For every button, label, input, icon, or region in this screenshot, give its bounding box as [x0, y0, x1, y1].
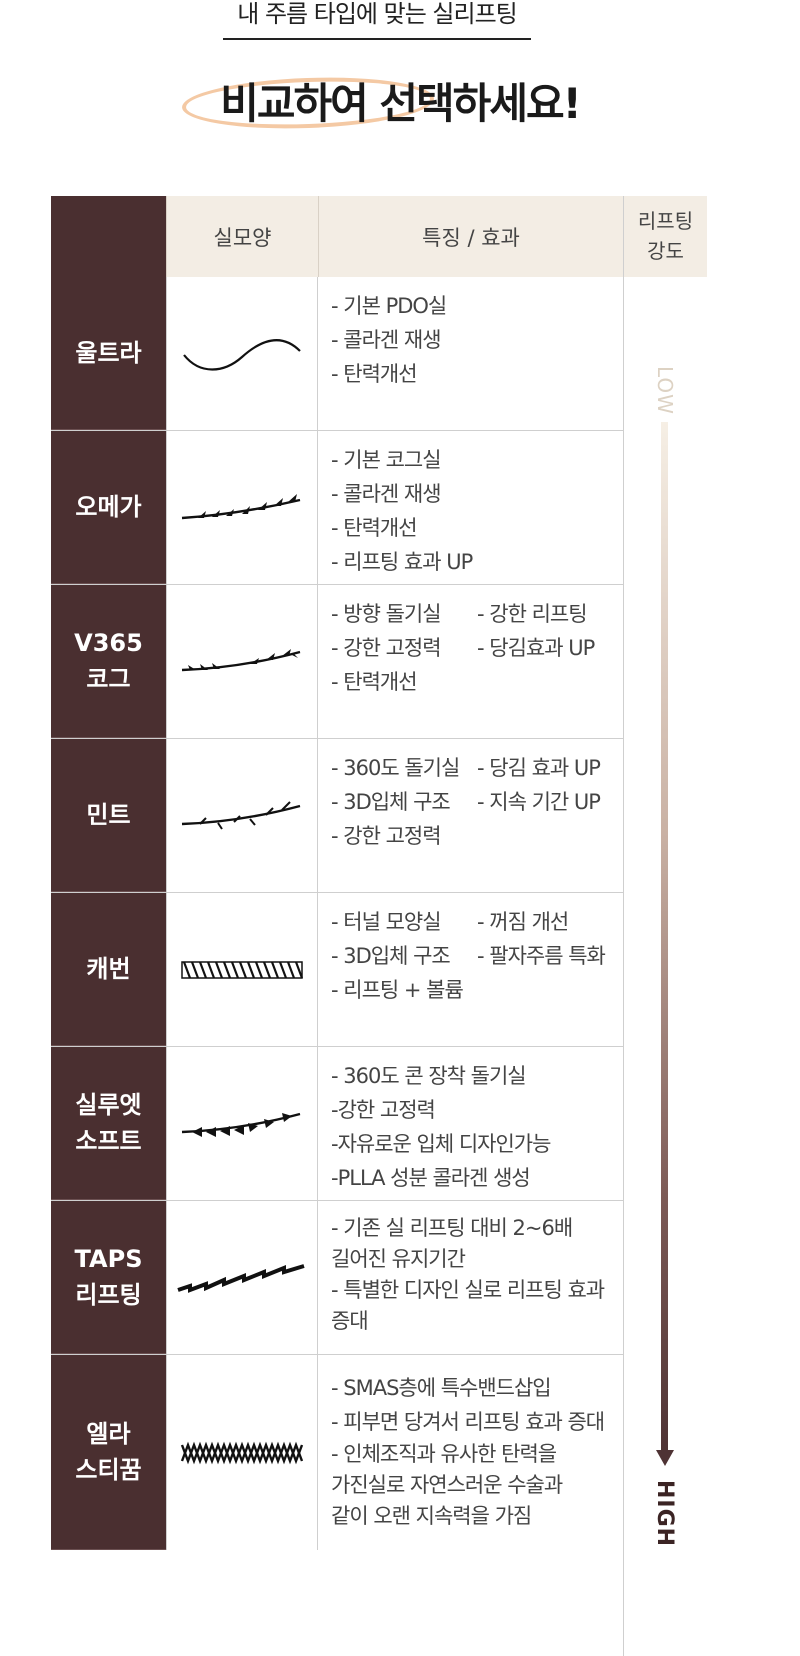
feature-list: - 기존 실 리프팅 대비 2~6배 길어진 유지기간 - 특별한 디자인 실로… [319, 1201, 623, 1354]
intensity-column: 리프팅 강도 LOW HIGH [623, 196, 707, 1656]
feature-item: - 콜라겐 재생 [331, 482, 442, 506]
thread-shape-cell [166, 431, 318, 584]
table-row: 캐번 - 터널 모양실 - 꺼짐 개선 - 3D입체 구조 - 팔자주름 특화 [51, 893, 623, 1047]
thread-shape-cell [166, 1201, 318, 1354]
table-row: 엘라 스티꿈 - SMAS층에 특수밴드삽입 - 피부면 당겨서 리프팅 효과 … [51, 1355, 623, 1550]
feature-item: - 360도 돌기실 [331, 756, 460, 780]
header-features: 특징 / 효과 [318, 196, 623, 277]
intensity-header: 리프팅 강도 [624, 196, 707, 277]
thread-shape-cell [166, 1355, 318, 1550]
feature-list: - 방향 돌기실 - 강한 리프팅 - 강한 고정력 - 당김효과 UP - 탄… [319, 585, 623, 738]
feature-item: - 탄력개선 [331, 516, 418, 540]
feature-item: - 탄력개선 [331, 670, 418, 694]
thread-shape-cell [166, 1047, 318, 1200]
feature-item: - 탄력개선 [331, 362, 418, 386]
feature-item: - 방향 돌기실 [331, 602, 442, 626]
thread-shape-cell [166, 277, 318, 430]
elastic-coil-thread-icon [180, 1441, 304, 1464]
table-row: 실루엣 소프트 - 360도 콘 장착 돌기실 -강한 고정력 -자유로운 입체… [51, 1047, 623, 1201]
thread-name: 오메가 [51, 431, 166, 584]
intensity-gradient-bar [661, 422, 668, 1452]
table-row: 오메가 - 기본 코그실 - 콜라겐 재생 - 탄력개선 - 리프팅 효과 UP [51, 431, 623, 585]
thread-name: 엘라 스티꿈 [51, 1355, 166, 1550]
feature-item: - 피부면 당겨서 리프팅 효과 증대 [331, 1410, 605, 1434]
feature-item: - 콜라겐 재생 [331, 328, 442, 352]
table-row: 울트라 - 기본 PDO실 - 콜라겐 재생 - 탄력개선 [51, 277, 623, 431]
feature-pair: - 3D입체 구조 - 팔자주름 특화 [331, 939, 623, 973]
feature-item: - 리프팅 효과 UP [331, 550, 473, 574]
header-name-cell [51, 196, 166, 277]
feature-item: - 당김효과 UP [477, 636, 595, 660]
barbed-curve-thread-icon [181, 493, 301, 519]
feature-item: - 지속 기간 UP [477, 790, 601, 814]
feature-item: - 특별한 디자인 실로 리프팅 효과 증대 [331, 1278, 605, 1333]
thread-shape-cell [166, 739, 318, 892]
feature-pair: - 터널 모양실 - 꺼짐 개선 [331, 905, 623, 939]
feature-item: - 기존 실 리프팅 대비 2~6배 길어진 유지기간 [331, 1216, 573, 1271]
feature-item: - 당김 효과 UP [477, 756, 601, 780]
thread-name: 실루엣 소프트 [51, 1047, 166, 1200]
feature-item: -PLLA 성분 콜라겐 생성 [331, 1166, 531, 1190]
feature-list: - SMAS층에 특수밴드삽입 - 피부면 당겨서 리프팅 효과 증대 - 인체… [319, 1355, 623, 1550]
table-row: V365 코그 - 방향 돌기실 - 강한 리프팅 - 강한 고정력 - 당김효… [51, 585, 623, 739]
feature-item: - 터널 모양실 [331, 910, 442, 934]
tunnel-mesh-thread-icon [181, 960, 304, 979]
feature-list: - 기본 코그실 - 콜라겐 재생 - 탄력개선 - 리프팅 효과 UP [319, 431, 623, 584]
thread-name: 울트라 [51, 277, 166, 430]
feature-pair: - 3D입체 구조 - 지속 기간 UP [331, 785, 623, 819]
thread-shape-cell [166, 585, 318, 738]
subtitle: 내 주름 타입에 맞는 실리프팅 [223, 0, 531, 40]
feature-item: - 강한 리프팅 [477, 602, 588, 626]
feature-item: - 팔자주름 특화 [477, 944, 606, 968]
feature-item: - 기본 PDO실 [331, 294, 447, 318]
table-header: 실모양 특징 / 효과 [51, 196, 623, 277]
feature-pair: - 방향 돌기실 - 강한 리프팅 [331, 597, 623, 631]
feature-item: - 꺼짐 개선 [477, 910, 569, 934]
thread-shape-cell [166, 893, 318, 1046]
feature-item: - SMAS층에 특수밴드삽입 [331, 1376, 552, 1400]
zigzag-band-thread-icon [177, 1263, 305, 1293]
feature-pair: - 강한 고정력 - 당김효과 UP [331, 631, 623, 665]
feature-item: - 강한 고정력 [331, 636, 442, 660]
table-row: TAPS 리프팅 - 기존 실 리프팅 대비 2~6배 길어진 유지기간 - 특… [51, 1201, 623, 1355]
feature-list: - 기본 PDO실 - 콜라겐 재생 - 탄력개선 [319, 277, 623, 430]
high-label: HIGH [652, 1480, 677, 1548]
header-shape: 실모양 [166, 196, 318, 277]
feature-item: - 3D입체 구조 [331, 790, 451, 814]
thread-name: 캐번 [51, 893, 166, 1046]
feature-item: -강한 고정력 [331, 1098, 436, 1122]
thread-name: 민트 [51, 739, 166, 892]
360-barb-thread-icon [181, 800, 301, 830]
feature-list: - 터널 모양실 - 꺼짐 개선 - 3D입체 구조 - 팔자주름 특화 - 리… [319, 893, 623, 1046]
feature-item: - 3D입체 구조 [331, 944, 451, 968]
headline: 비교하여 선택하세요! [220, 79, 582, 128]
table-row: 민트 - 360도 돌기실 - 당김 효과 UP - 3D입체 구조 - 지속 … [51, 739, 623, 893]
feature-item: - 기본 코그실 [331, 448, 442, 472]
bidirectional-barb-thread-icon [181, 648, 301, 671]
feature-item: - 강한 고정력 [331, 824, 442, 848]
feature-list: - 360도 돌기실 - 당김 효과 UP - 3D입체 구조 - 지속 기간 … [319, 739, 623, 892]
headline-block: 비교하여 선택하세요! [0, 60, 800, 140]
low-label: LOW [653, 366, 677, 415]
cone-thread-icon [181, 1112, 301, 1137]
feature-list: - 360도 콘 장착 돌기실 -강한 고정력 -자유로운 입체 디자인가능 -… [319, 1047, 623, 1200]
feature-pair: - 360도 돌기실 - 당김 효과 UP [331, 751, 623, 785]
feature-item: - 리프팅 + 볼륨 [331, 978, 464, 1002]
feature-item: - 360도 콘 장착 돌기실 [331, 1064, 527, 1088]
feature-item: -자유로운 입체 디자인가능 [331, 1132, 551, 1156]
feature-item: - 인체조직과 유사한 탄력을 가진실로 자연스러운 수술과 같이 오랜 지속력… [331, 1442, 563, 1528]
smooth-wave-thread-icon [183, 338, 301, 370]
thread-name: V365 코그 [51, 585, 166, 738]
arrow-down-icon [656, 1450, 674, 1466]
thread-name: TAPS 리프팅 [51, 1201, 166, 1354]
